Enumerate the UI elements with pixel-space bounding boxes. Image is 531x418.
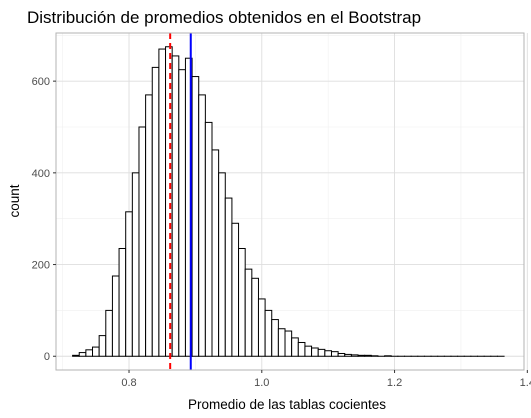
y-tick-label: 200 bbox=[32, 260, 50, 272]
histogram-bar bbox=[271, 319, 279, 357]
histogram-bar bbox=[171, 55, 180, 357]
histogram-bar bbox=[224, 197, 233, 357]
histogram-bar bbox=[158, 48, 167, 357]
histogram-bar bbox=[297, 341, 306, 357]
histogram-bar bbox=[218, 172, 226, 357]
histogram-bar bbox=[364, 354, 372, 357]
chart-title: Distribución de promedios obtenidos en e… bbox=[27, 8, 421, 27]
histogram-bar bbox=[198, 94, 206, 357]
histogram-bar bbox=[311, 347, 319, 357]
histogram-bar bbox=[264, 309, 273, 357]
histogram-bar bbox=[98, 335, 107, 357]
x-tick-label: 1.0 bbox=[254, 377, 269, 389]
histogram-bar bbox=[357, 354, 366, 357]
histogram-bar bbox=[178, 69, 186, 357]
reference-lines bbox=[169, 33, 192, 370]
x-tick-label: 1.2 bbox=[387, 377, 402, 389]
y-axis-title: count bbox=[7, 184, 22, 217]
plot-panel-border bbox=[55, 32, 525, 371]
histogram-bar bbox=[350, 354, 359, 357]
histogram-bar bbox=[204, 121, 213, 357]
histogram-bar bbox=[78, 352, 87, 357]
histogram-bar bbox=[151, 66, 160, 357]
histogram-bar bbox=[324, 350, 332, 357]
x-tick-label: 1.4 bbox=[520, 377, 531, 389]
y-tick-label: 0 bbox=[44, 351, 50, 363]
histogram-bar bbox=[317, 348, 326, 357]
histogram-bar bbox=[257, 298, 266, 357]
y-tick-label: 600 bbox=[32, 76, 50, 88]
histogram-bar bbox=[131, 172, 140, 357]
y-axis-ticks: 0 200 400 600 bbox=[32, 76, 56, 363]
histogram-bar bbox=[72, 354, 80, 357]
histogram-bars bbox=[72, 46, 505, 357]
histogram-bar bbox=[85, 349, 94, 357]
x-tick-label: 0.8 bbox=[121, 377, 136, 389]
histogram-bar bbox=[330, 351, 339, 357]
histogram-bar bbox=[304, 345, 313, 357]
histogram-bar bbox=[105, 309, 113, 357]
histogram-bar bbox=[238, 247, 246, 357]
x-axis-ticks: 0.8 1.0 1.2 1.4 bbox=[121, 370, 531, 389]
histogram-bar bbox=[111, 275, 120, 357]
histogram-bar bbox=[251, 277, 259, 357]
histogram-bar bbox=[244, 268, 253, 357]
histogram-bar bbox=[125, 211, 133, 357]
histogram-bar bbox=[344, 353, 352, 357]
histogram-bar bbox=[284, 330, 293, 357]
histogram-bar bbox=[291, 337, 299, 357]
histogram-bar bbox=[138, 126, 147, 357]
histogram-bar bbox=[92, 346, 100, 357]
histogram-bar bbox=[231, 222, 240, 357]
y-tick-label: 400 bbox=[32, 168, 50, 180]
histogram-bar bbox=[145, 94, 153, 357]
x-axis-title: Promedio de las tablas cocientes bbox=[188, 397, 386, 412]
histogram-bar bbox=[337, 352, 346, 357]
histogram-bar bbox=[211, 149, 220, 357]
histogram-bar bbox=[277, 328, 286, 357]
histogram-bar bbox=[191, 76, 200, 357]
histogram-bar bbox=[118, 247, 127, 357]
